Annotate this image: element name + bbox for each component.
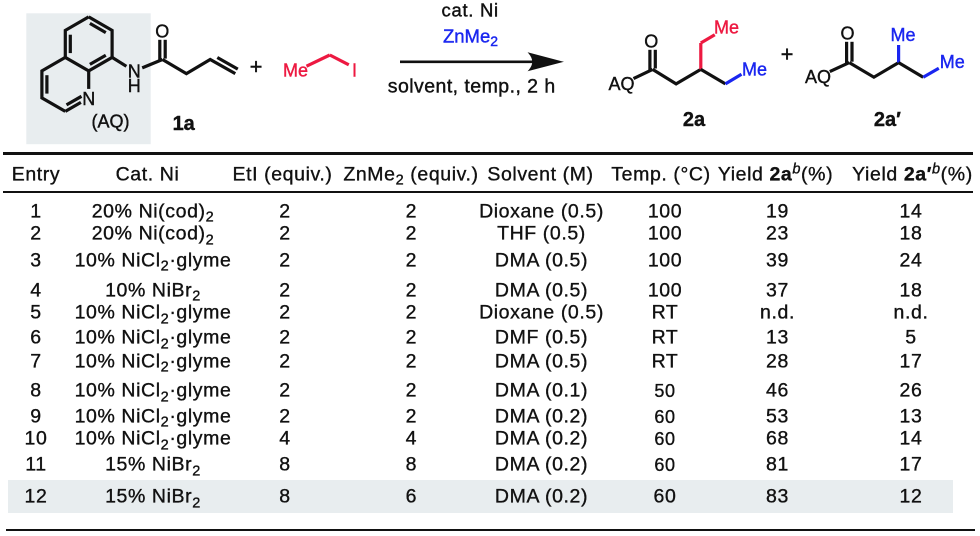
svg-text:Me: Me [714,18,739,38]
svg-text:Me: Me [940,52,965,72]
svg-text:N: N [128,62,141,82]
svg-text:ZnMe2: ZnMe2 [443,25,498,49]
svg-text:AQ: AQ [608,74,634,94]
svg-text:N: N [82,89,95,109]
svg-text:1a: 1a [173,113,196,135]
svg-text:Me: Me [742,60,767,80]
svg-text:solvent, temp., 2 h: solvent, temp., 2 h [388,76,556,98]
svg-text:O: O [840,24,854,44]
svg-text:AQ: AQ [805,67,831,87]
svg-text:+: + [781,42,794,67]
svg-text:+: + [250,54,263,79]
svg-text:O: O [155,22,169,42]
svg-text:Me: Me [283,61,308,81]
svg-text:2a′: 2a′ [874,109,901,131]
svg-text:cat. Ni: cat. Ni [442,0,499,20]
svg-text:(AQ): (AQ) [92,112,130,132]
svg-text:2a: 2a [683,109,706,131]
svg-text:Me: Me [890,25,915,45]
svg-text:I: I [352,61,357,81]
svg-text:O: O [644,32,658,52]
svg-text:H: H [128,76,141,96]
